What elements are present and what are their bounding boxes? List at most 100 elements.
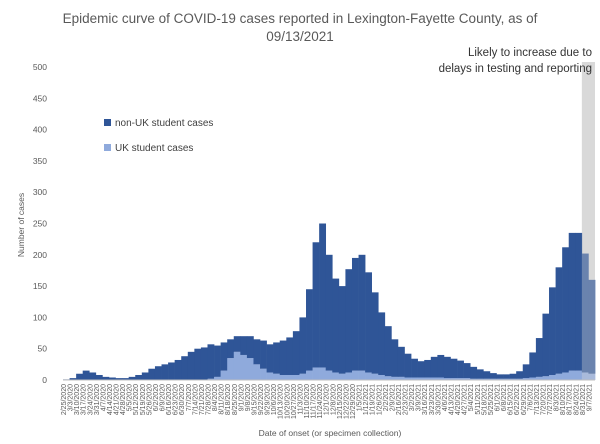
bar-uk [358,370,366,380]
x-tick-label: 5/26/2020 [146,384,153,415]
bar-uk [489,378,497,380]
x-tick-label: 7/20/2021 [540,384,547,415]
x-tick-label: 7/14/2020 [192,384,199,415]
bar-non-uk [227,339,235,359]
bar-non-uk [411,358,418,378]
x-tick-label: 9/1/2020 [238,384,245,411]
x-tick-label: 6/8/2021 [501,384,508,411]
x-tick-label: 2/2/2021 [383,384,390,411]
bar-uk [391,376,399,380]
bar-non-uk [509,373,517,379]
x-tick-label: 8/10/2021 [560,384,567,415]
x-tick-label: 6/29/2021 [521,384,528,415]
bar-non-uk [470,366,478,379]
x-tick-label: 7/7/2020 [186,384,193,411]
x-tick-label: 6/30/2020 [179,384,186,415]
bar-non-uk [69,378,77,380]
bar-non-uk [325,254,333,371]
x-tick-label: 4/14/2020 [107,384,114,415]
x-tick-label: 6/22/2021 [514,384,521,415]
bar-non-uk [82,370,90,380]
bar-non-uk [588,279,596,374]
bar-non-uk [338,286,346,374]
bar-non-uk [443,356,451,379]
y-tick-label: 200 [33,250,47,260]
bar-uk [365,372,372,380]
y-tick-label: 450 [33,93,47,103]
bar-non-uk [253,339,261,365]
legend-swatch [104,119,111,126]
bar-non-uk [489,373,497,379]
bar-uk [470,378,478,380]
x-tick-label: 5/18/2021 [481,384,488,415]
bar-non-uk [168,362,175,380]
x-tick-label: 12/22/2020 [343,384,350,419]
x-tick-label: 7/13/2021 [534,384,541,415]
x-tick-label: 6/15/2021 [508,384,515,415]
x-axis-label: Date of onset (or specimen collection) [259,428,402,438]
bar-uk [227,358,235,380]
x-tick-label: 8/24/2021 [573,384,580,415]
x-tick-label: 10/20/2020 [284,384,291,419]
bar-non-uk [503,374,510,379]
x-tick-label: 3/9/2021 [416,384,423,411]
x-tick-label: 5/11/2021 [475,384,482,415]
bar-non-uk [135,374,143,380]
bar-non-uk [299,317,307,374]
bar-uk [397,376,405,380]
bar-non-uk [128,376,136,380]
bar-non-uk [161,364,169,380]
bar-non-uk [562,247,570,373]
x-tick-label: 9/8/2020 [245,384,252,411]
bar-non-uk [555,267,563,374]
x-tick-label: 8/4/2020 [212,384,219,411]
x-tick-label: 3/24/2020 [87,384,94,415]
bar-uk [542,376,550,380]
bar-non-uk [286,337,294,375]
bar-non-uk [529,352,537,378]
bar-non-uk [496,374,504,379]
x-tick-label: 9/22/2020 [258,384,265,415]
x-tick-label: 7/28/2020 [205,384,212,415]
bar-uk [457,378,464,380]
bar-non-uk [312,242,320,368]
bar-non-uk [187,351,195,380]
x-tick-label: 3/3/2020 [68,384,75,411]
legend-swatch [104,144,111,151]
x-tick-label: 6/9/2020 [160,384,167,411]
x-tick-label: 3/31/2020 [94,384,101,415]
bar-non-uk [292,331,300,375]
x-tick-label: 4/27/2021 [462,384,469,415]
x-tick-label: 3/17/2020 [81,384,88,415]
x-tick-label: 4/7/2020 [100,384,107,411]
x-tick-label: 5/5/2020 [127,384,134,411]
bar-non-uk [220,342,228,371]
bar-uk [214,376,221,380]
bar-uk [483,378,491,380]
bar-non-uk [102,376,110,380]
x-tick-label: 1/5/2021 [357,384,364,411]
bar-uk [286,374,294,380]
bar-uk [306,370,313,380]
shaded-region-overlay [581,62,595,380]
x-tick-label: 9/15/2020 [251,384,258,415]
bar-uk [246,358,254,380]
bar-uk [417,377,425,380]
bar-uk [325,370,333,380]
bar-uk [404,377,412,380]
bar-uk [555,373,563,380]
bar-non-uk [522,364,530,379]
bar-uk [266,372,274,380]
y-tick-label: 100 [33,312,47,322]
bar-uk [588,373,596,380]
x-tick-label: 2/23/2021 [403,384,410,415]
bar-uk [424,377,432,380]
bar-uk [319,367,327,380]
bar-non-uk [194,348,202,380]
x-tick-label: 4/20/2021 [455,384,462,415]
bar-uk [437,377,445,380]
bar-non-uk [319,223,327,368]
x-tick-label: 2/25/2020 [61,384,68,415]
